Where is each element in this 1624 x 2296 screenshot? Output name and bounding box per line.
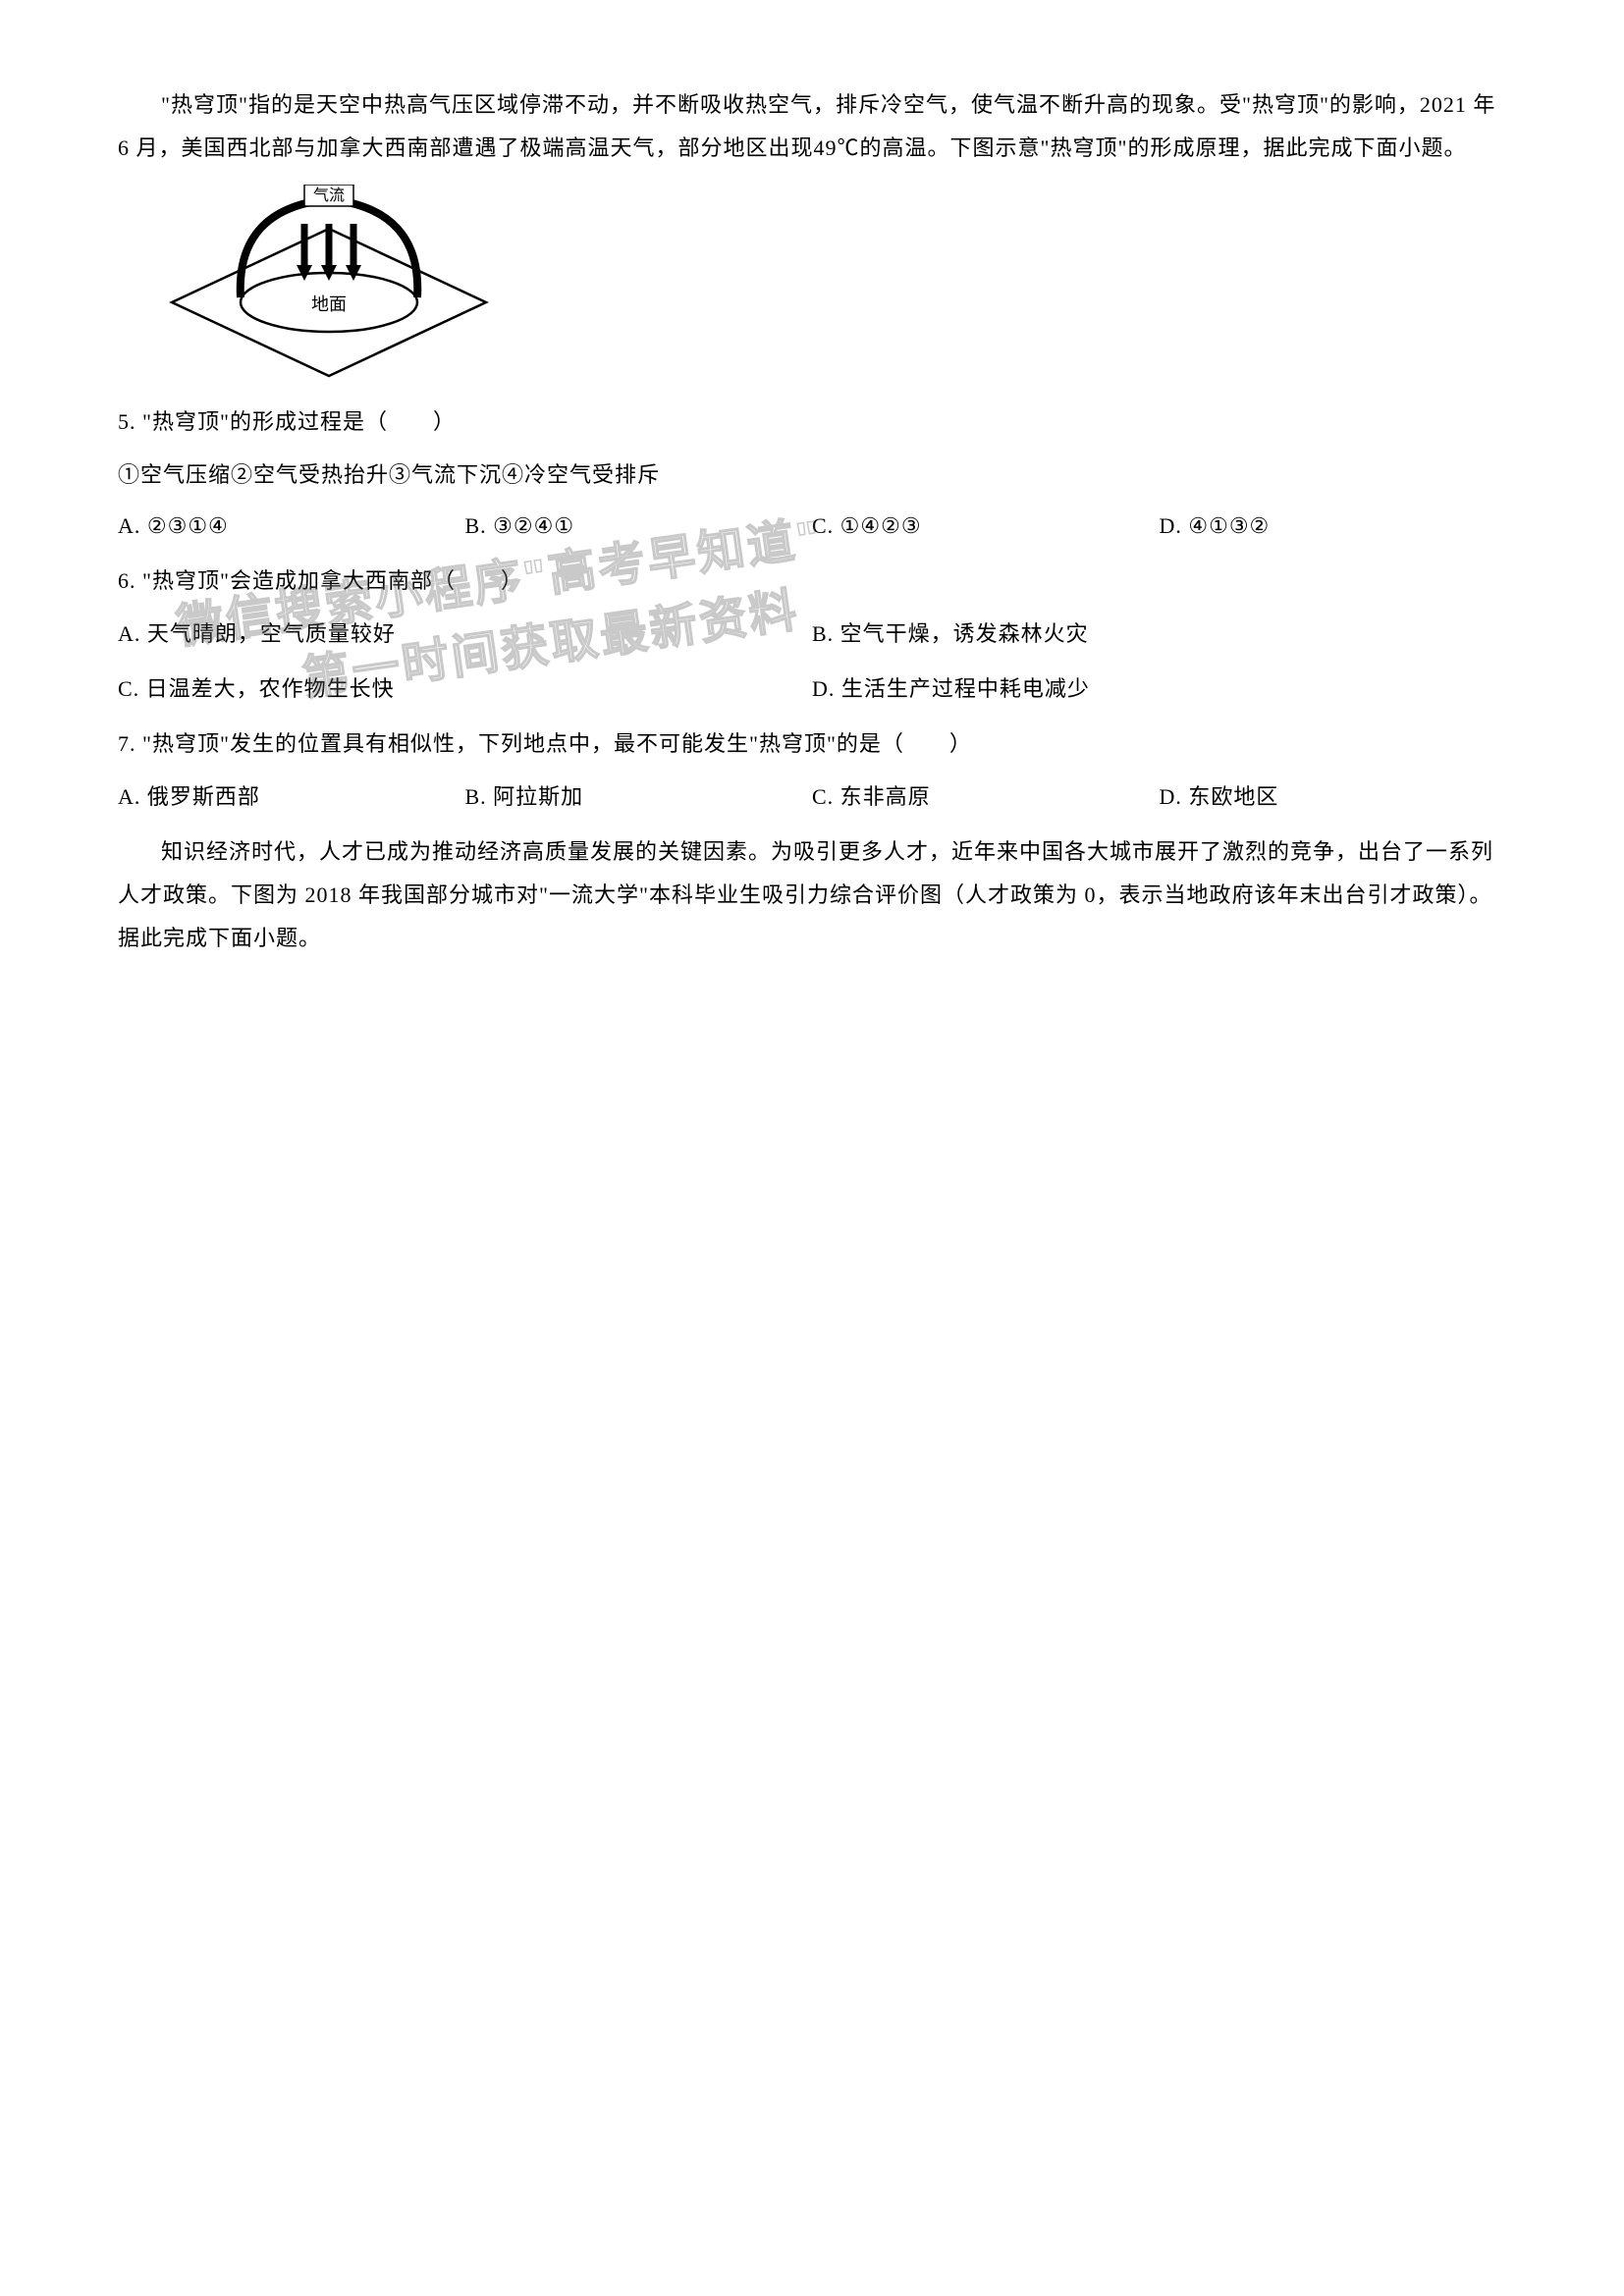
question-7-stem: 7. "热穹顶"发生的位置具有相似性，下列地点中，最不可能发生"热穹顶"的是（ … xyxy=(118,722,1506,766)
q6-option-a: A. 天气晴朗，空气质量较好 xyxy=(118,613,812,656)
question-5-stem: 5. "热穹顶"的形成过程是（ ） xyxy=(118,400,1506,444)
page-content: "热穹顶"指的是天空中热高气压区域停滞不动，并不断吸收热空气，排斥冷空气，使气温… xyxy=(0,0,1624,960)
question-6-stem: 6. "热穹顶"会造成加拿大西南部（ ） xyxy=(118,560,1506,603)
q5-option-d: D. ④①③② xyxy=(1160,505,1507,548)
diagram-airflow-label: 气流 xyxy=(313,187,345,204)
q7-option-d: D. 东欧地区 xyxy=(1160,775,1507,819)
q5-option-a: A. ②③①④ xyxy=(118,505,465,548)
question-7-options: A. 俄罗斯西部 B. 阿拉斯加 C. 东非高原 D. 东欧地区 xyxy=(118,775,1506,819)
question-6-options-row2: C. 日温差大，农作物生长快 D. 生活生产过程中耗电减少 xyxy=(118,667,1506,711)
q7-option-a: A. 俄罗斯西部 xyxy=(118,775,465,819)
q6-option-b: B. 空气干燥，诱发森林火灾 xyxy=(812,613,1506,656)
q6-option-c: C. 日温差大，农作物生长快 xyxy=(118,667,812,711)
intro-paragraph-1: "热穹顶"指的是天空中热高气压区域停滞不动，并不断吸收热空气，排斥冷空气，使气温… xyxy=(118,83,1506,170)
diagram-svg: 地面 气流 xyxy=(157,185,501,381)
q7-option-b: B. 阿拉斯加 xyxy=(465,775,813,819)
intro-paragraph-2: 知识经济时代，人才已成为推动经济高质量发展的关键因素。为吸引更多人才，近年来中国… xyxy=(118,830,1506,960)
question-6-options-row1: A. 天气晴朗，空气质量较好 B. 空气干燥，诱发森林火灾 xyxy=(118,613,1506,656)
heat-dome-diagram: 地面 气流 xyxy=(157,185,501,381)
q7-option-c: C. 东非高原 xyxy=(812,775,1160,819)
q5-option-b: B. ③②④① xyxy=(465,505,813,548)
diagram-ground-label: 地面 xyxy=(311,294,347,314)
question-5-sub: ①空气压缩②空气受热抬升③气流下沉④冷空气受排斥 xyxy=(118,454,1506,497)
question-5-options: A. ②③①④ B. ③②④① C. ①④②③ D. ④①③② xyxy=(118,505,1506,548)
q6-option-d: D. 生活生产过程中耗电减少 xyxy=(812,667,1506,711)
q5-option-c: C. ①④②③ xyxy=(812,505,1160,548)
